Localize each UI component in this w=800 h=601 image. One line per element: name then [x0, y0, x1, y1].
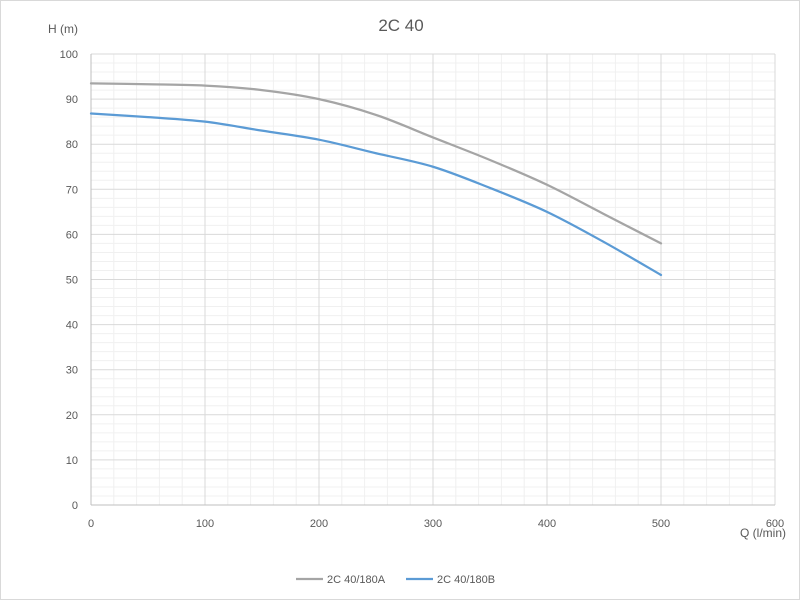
y-tick-labels: 0 10 20 30 40 50 60 70 80 90 100 [60, 49, 78, 512]
series-line-1 [89, 82, 663, 245]
legend-label: 2C 40/180B [437, 574, 495, 586]
x-tick-label: 100 [196, 518, 214, 530]
x-axis-label: Q (l/min) [740, 526, 786, 540]
series-line-2 [89, 112, 663, 277]
x-tick-label: 600 [766, 518, 784, 530]
x-tick-label: 0 [88, 518, 94, 530]
x-tick-label: 200 [310, 518, 328, 530]
y-axis-label: H (m) [48, 22, 78, 36]
y-tick-label: 60 [66, 229, 78, 241]
legend: 2C 40/180A 2C 40/180B [296, 574, 495, 586]
y-tick-label: 80 [66, 139, 78, 151]
series-lines [89, 82, 663, 277]
y-tick-label: 0 [72, 500, 78, 512]
axes [90, 54, 775, 506]
y-tick-label: 90 [66, 94, 78, 106]
y-tick-label: 30 [66, 365, 78, 377]
x-tick-label: 400 [538, 518, 556, 530]
major-gridlines [91, 53, 776, 505]
x-tick-label: 300 [424, 518, 442, 530]
y-tick-label: 40 [66, 320, 78, 332]
y-tick-label: 10 [66, 455, 78, 467]
y-tick-label: 50 [66, 275, 78, 287]
y-tick-label: 20 [66, 410, 78, 422]
y-tick-label: 70 [66, 184, 78, 196]
y-tick-label: 100 [60, 49, 78, 61]
legend-label: 2C 40/180A [327, 574, 386, 586]
x-tick-label: 500 [652, 518, 670, 530]
x-tick-labels: 0 100 200 300 400 500 600 [88, 518, 784, 530]
chart-title: 2C 40 [378, 16, 423, 35]
